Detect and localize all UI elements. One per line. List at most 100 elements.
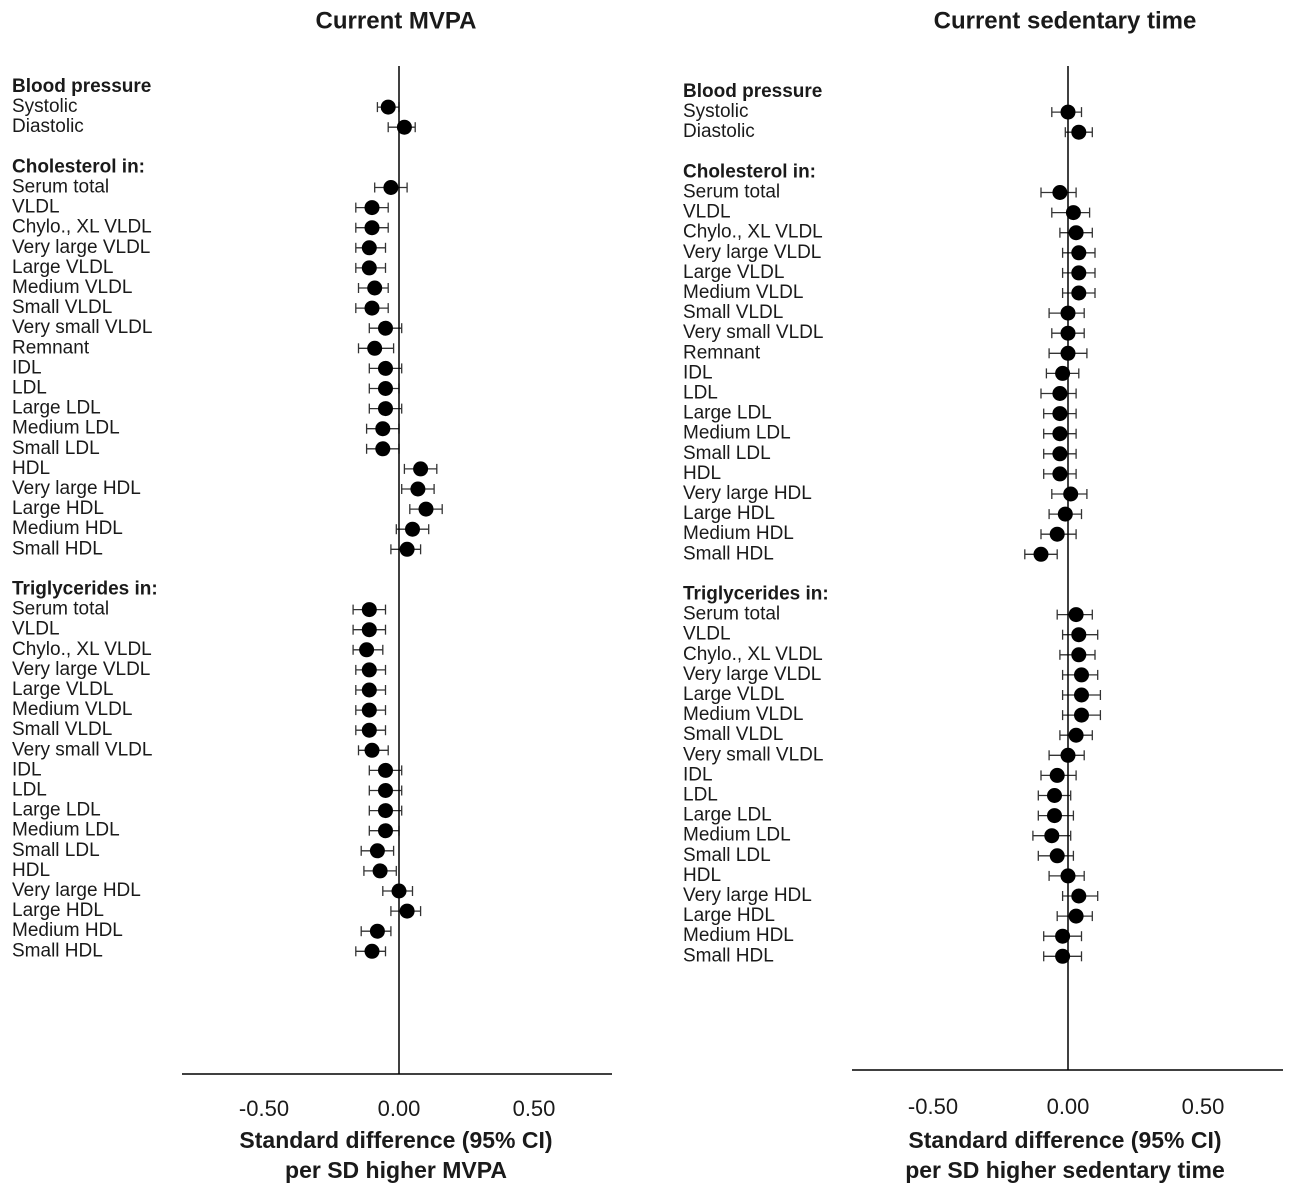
estimate-point	[1052, 386, 1068, 401]
row-label: Small HDL	[683, 543, 774, 564]
x-tick-label: 0.50	[1182, 1094, 1225, 1119]
row-label: Large VLDL	[683, 262, 784, 283]
group-header: Triglycerides in:	[683, 584, 829, 605]
estimate-point	[413, 461, 429, 477]
row-label: Very large VLDL	[12, 237, 150, 258]
row-label: Chylo., XL VLDL	[683, 644, 823, 665]
row-label: Very small VLDL	[12, 317, 152, 338]
estimate-point	[1074, 707, 1089, 723]
row-label: Systolic	[12, 96, 77, 117]
estimate-point	[1057, 506, 1073, 522]
estimate-point	[361, 622, 377, 638]
row-label: Chylo., XL VLDL	[683, 222, 823, 243]
estimate-point	[383, 180, 399, 195]
estimate-point	[1052, 426, 1068, 442]
estimate-point	[369, 843, 385, 859]
row-label: Serum total	[683, 604, 780, 625]
row-label: Small LDL	[683, 845, 771, 866]
estimate-point	[1071, 285, 1087, 301]
row-label: Remnant	[683, 342, 761, 363]
estimate-point	[1068, 607, 1084, 623]
row-label: Diastolic	[683, 121, 755, 142]
estimate-point	[410, 481, 426, 497]
row-label: Small LDL	[12, 840, 100, 861]
estimate-point	[367, 280, 383, 296]
estimate-point	[369, 923, 385, 939]
estimate-point	[1033, 546, 1049, 562]
estimate-point	[1044, 828, 1060, 844]
estimate-point	[1074, 687, 1089, 703]
row-label: Medium HDL	[12, 920, 123, 941]
estimate-point	[1052, 466, 1068, 482]
x-axis-label: Standard difference (95% CI)	[239, 1127, 552, 1153]
row-label: Small HDL	[12, 940, 103, 961]
estimate-point	[361, 240, 377, 256]
estimate-point	[1047, 788, 1062, 803]
row-label: Very small VLDL	[683, 744, 823, 765]
estimate-point	[361, 682, 377, 698]
group-header: Cholesterol in:	[683, 161, 816, 182]
estimate-point	[372, 863, 388, 879]
row-label: Small HDL	[683, 945, 774, 966]
row-label: Small VLDL	[683, 724, 783, 745]
estimate-point	[378, 823, 393, 839]
row-label: Large HDL	[12, 498, 104, 519]
estimate-point	[1049, 848, 1065, 864]
row-label: IDL	[683, 764, 713, 785]
estimate-point	[378, 381, 393, 396]
row-label: LDL	[12, 378, 47, 399]
row-label: Very small VLDL	[12, 739, 152, 760]
chart-title: Current sedentary time	[934, 7, 1197, 34]
estimate-point	[375, 441, 391, 457]
estimate-point	[1052, 185, 1068, 200]
row-label: Serum total	[683, 182, 780, 203]
x-axis-label: per SD higher sedentary time	[905, 1157, 1225, 1183]
row-label: VLDL	[683, 624, 731, 645]
row-label: Medium LDL	[683, 423, 791, 444]
row-label: Medium VLDL	[12, 699, 132, 720]
row-label: Small VLDL	[12, 719, 112, 740]
estimate-point	[375, 421, 391, 437]
row-label: Large VLDL	[12, 257, 113, 278]
estimate-point	[1071, 245, 1087, 261]
row-label: LDL	[683, 785, 718, 806]
row-label: Medium LDL	[12, 820, 120, 841]
row-label: Very large HDL	[12, 478, 141, 499]
estimate-point	[1065, 205, 1081, 221]
estimate-point	[1052, 446, 1068, 462]
estimate-point	[378, 783, 393, 798]
x-axis-label: per SD higher MVPA	[285, 1157, 507, 1183]
estimate-point	[364, 943, 380, 959]
estimate-point	[1071, 888, 1087, 904]
estimate-point	[378, 803, 393, 819]
row-label: LDL	[12, 780, 47, 801]
estimate-point	[1071, 627, 1087, 643]
estimate-point	[378, 401, 393, 417]
estimate-point	[399, 541, 415, 557]
estimate-point	[380, 99, 396, 115]
row-label: Systolic	[683, 101, 748, 122]
estimate-point	[1068, 225, 1084, 241]
estimate-point	[1074, 667, 1089, 683]
estimate-point	[1049, 767, 1065, 783]
row-label: Large HDL	[12, 900, 104, 921]
estimate-point	[364, 220, 380, 236]
row-label: Very large HDL	[683, 483, 812, 504]
row-label: Large LDL	[683, 403, 772, 424]
row-label: Serum total	[12, 599, 109, 620]
estimate-point	[378, 320, 393, 336]
estimate-point	[359, 642, 375, 658]
row-label: LDL	[683, 383, 718, 404]
row-label: HDL	[683, 865, 721, 886]
estimate-point	[405, 521, 420, 537]
row-label: Small VLDL	[683, 302, 783, 323]
estimate-point	[418, 501, 434, 517]
estimate-point	[1055, 365, 1071, 381]
estimate-point	[364, 200, 380, 216]
estimate-point	[396, 119, 412, 135]
estimate-point	[1063, 486, 1079, 502]
row-label: VLDL	[683, 202, 731, 223]
row-label: Large VLDL	[683, 684, 784, 705]
